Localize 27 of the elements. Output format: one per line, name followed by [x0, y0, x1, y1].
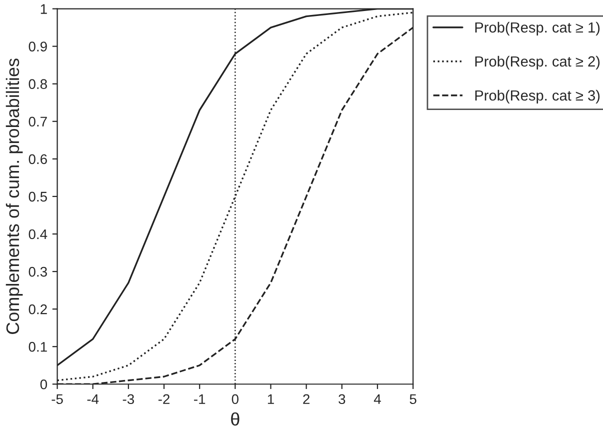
x-tick-label: -4	[87, 394, 99, 404]
y-tick-label: 0.4	[28, 229, 48, 240]
y-tick-label: 0.9	[28, 42, 47, 52]
y-tick-label: 0.5	[28, 192, 47, 202]
x-tick-label: 3	[338, 394, 346, 404]
x-tick-label: -2	[158, 394, 170, 404]
x-tick-label: -5	[52, 394, 63, 404]
x-axis-title: θ	[231, 412, 240, 426]
x-tick-label: -1	[194, 394, 206, 404]
legend-label: Prob(Resp. cat ≥ 3)	[475, 90, 600, 104]
y-tick-label: 0.8	[28, 79, 47, 90]
y-tick-label: 0.2	[28, 304, 47, 314]
x-tick-label: 0	[232, 394, 238, 404]
y-tick-label: 0.3	[28, 266, 47, 277]
y-tick-label: 0	[40, 379, 48, 390]
y-tick-label: 1	[40, 4, 47, 14]
y-tick-label: 0.7	[28, 116, 47, 127]
y-tick-label: 0.1	[28, 342, 47, 352]
legend-label: Prob(Resp. cat ≥ 1)	[475, 22, 600, 36]
x-tick-label: 2	[303, 394, 310, 404]
x-tick-label: 4	[374, 394, 381, 404]
x-tick-label: 5	[410, 394, 416, 404]
x-tick-label: 1	[268, 394, 274, 404]
x-tick-label: -3	[122, 394, 134, 404]
legend-label: Prob(Resp. cat ≥ 2)	[475, 56, 600, 70]
y-tick-label: 0.6	[28, 154, 47, 164]
y-axis-title: Complements of cum. probabilities	[6, 58, 23, 334]
